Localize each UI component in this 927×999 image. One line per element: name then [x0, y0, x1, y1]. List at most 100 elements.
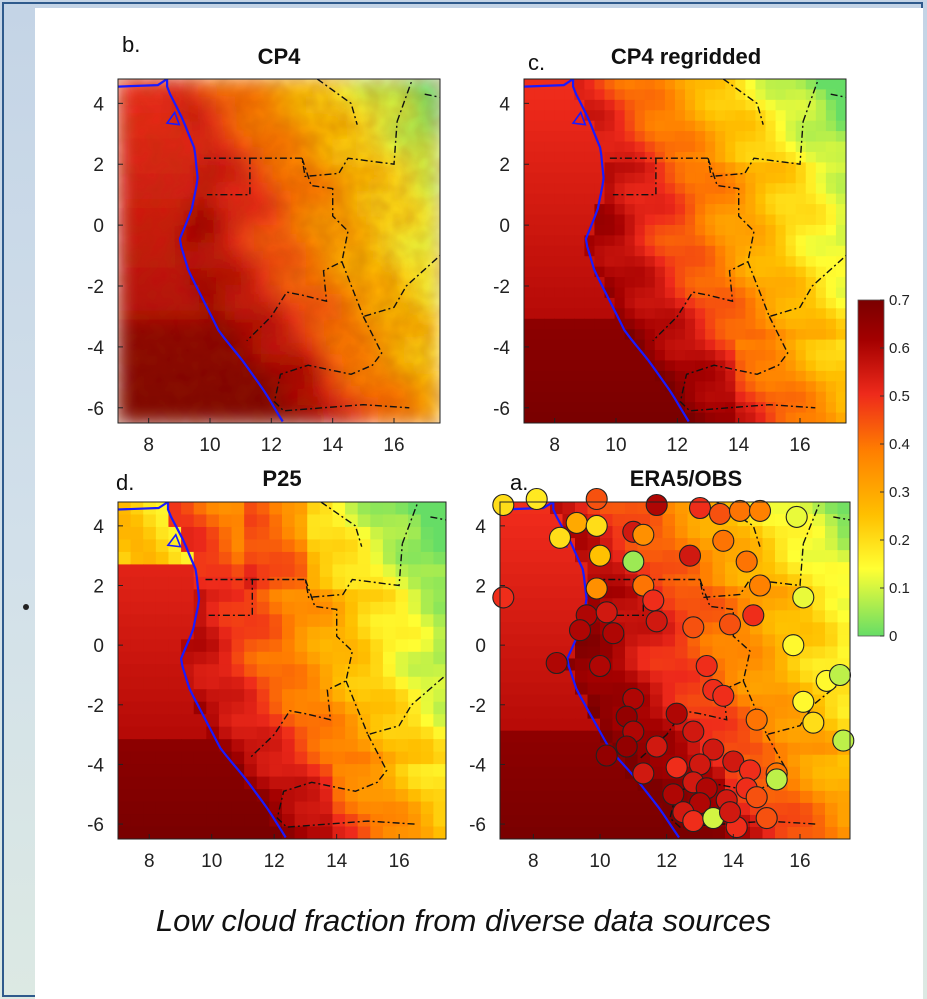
heat-cell: [795, 412, 807, 423]
heat-cell: [524, 329, 535, 341]
station-point: [702, 738, 725, 761]
heat-cell: [815, 110, 827, 122]
heat-cell: [562, 766, 576, 780]
heat-cell: [357, 614, 371, 628]
heat-cell: [574, 381, 585, 393]
heat-cell: [775, 277, 787, 289]
heat-cell: [382, 701, 397, 715]
heat-cell: [664, 245, 676, 257]
heat-cell: [614, 235, 626, 247]
heat-cell: [408, 826, 422, 839]
heat-cell: [662, 598, 676, 611]
heat-cell: [775, 360, 787, 372]
heat-cell: [564, 370, 575, 382]
heat-cell: [600, 814, 614, 828]
heat-cell: [825, 706, 839, 720]
heat-cell: [168, 776, 182, 790]
heat-cell: [705, 402, 716, 414]
heat-cell: [612, 802, 626, 816]
heat-cell: [130, 739, 144, 753]
heat-cell: [755, 245, 767, 257]
heat-cell: [624, 308, 636, 320]
heat-cell: [614, 193, 626, 205]
heat-cell: [554, 214, 565, 226]
heat-cell: [785, 79, 797, 91]
heat-cell: [345, 701, 359, 715]
heat-cell: [837, 790, 850, 804]
heat-cell: [294, 502, 308, 516]
heat-cell: [795, 172, 807, 184]
heat-cell: [685, 245, 696, 257]
heat-cell: [614, 266, 626, 278]
heat-cell: [206, 676, 220, 690]
heat-cell: [544, 256, 555, 268]
heat-cell: [685, 235, 696, 247]
heat-cell: [815, 256, 827, 268]
heat-cell: [155, 701, 170, 715]
heat-cell: [825, 141, 837, 153]
heat-cell: [130, 576, 144, 590]
heat-cell: [357, 601, 371, 615]
heat-cell: [537, 598, 551, 611]
heat-cell: [564, 381, 575, 393]
heat-cell: [408, 514, 422, 528]
heat-cell: [143, 801, 157, 815]
heat-cell: [825, 266, 837, 278]
heat-cell: [654, 277, 666, 289]
heat-cell: [604, 120, 616, 132]
heat-cell: [825, 814, 839, 828]
heat-cell: [193, 664, 207, 678]
heat-cell: [382, 826, 397, 839]
heat-cell: [614, 370, 626, 382]
heat-cell: [785, 402, 797, 414]
station-point: [765, 768, 788, 791]
heat-cell: [524, 297, 535, 309]
heat-cell: [143, 751, 157, 765]
heat-cell: [825, 131, 837, 143]
heat-cell: [345, 502, 359, 516]
heat-cell: [775, 141, 787, 153]
heat-cell: [624, 151, 636, 163]
heat-cell: [675, 526, 689, 539]
heat-cell: [534, 266, 545, 278]
heat-cell: [554, 308, 565, 320]
heat-cell: [584, 162, 596, 174]
heat-cell: [800, 826, 814, 839]
heat-cell: [685, 151, 696, 163]
heat-cell: [244, 614, 258, 628]
heat-cell: [206, 651, 220, 665]
heat-cell: [433, 714, 446, 728]
heat-cell: [675, 634, 689, 648]
heat-cell: [554, 329, 565, 341]
heat-cell: [554, 204, 565, 216]
heat-cell: [815, 318, 827, 330]
heat-cell: [282, 502, 296, 516]
heat-cell: [835, 266, 846, 278]
heat-cell: [705, 131, 716, 143]
heat-cell: [775, 412, 787, 423]
heat-cell: [775, 120, 787, 132]
heat-cell: [554, 110, 565, 122]
heat-cell: [231, 826, 245, 839]
heat-cell: [664, 214, 676, 226]
heat-cell: [524, 214, 535, 226]
heat-cell: [725, 141, 736, 153]
heat-cell: [725, 120, 736, 132]
heat-cell: [269, 639, 283, 653]
heat-cell: [319, 701, 334, 715]
heat-cell: [674, 204, 686, 216]
heat-cell: [244, 789, 258, 803]
heat-cell: [624, 89, 636, 101]
heat-cell: [675, 598, 689, 611]
heat-cell: [795, 110, 807, 122]
heat-cell: [118, 814, 132, 828]
heat-cell: [634, 162, 646, 174]
heat-cell: [614, 183, 626, 195]
heat-cell: [725, 287, 736, 299]
heat-cell: [644, 141, 656, 153]
station-point: [665, 756, 688, 779]
heat-cell: [765, 339, 777, 351]
heat-cell: [193, 676, 207, 690]
heat-cell: [775, 586, 789, 599]
heat-cell: [735, 360, 746, 372]
